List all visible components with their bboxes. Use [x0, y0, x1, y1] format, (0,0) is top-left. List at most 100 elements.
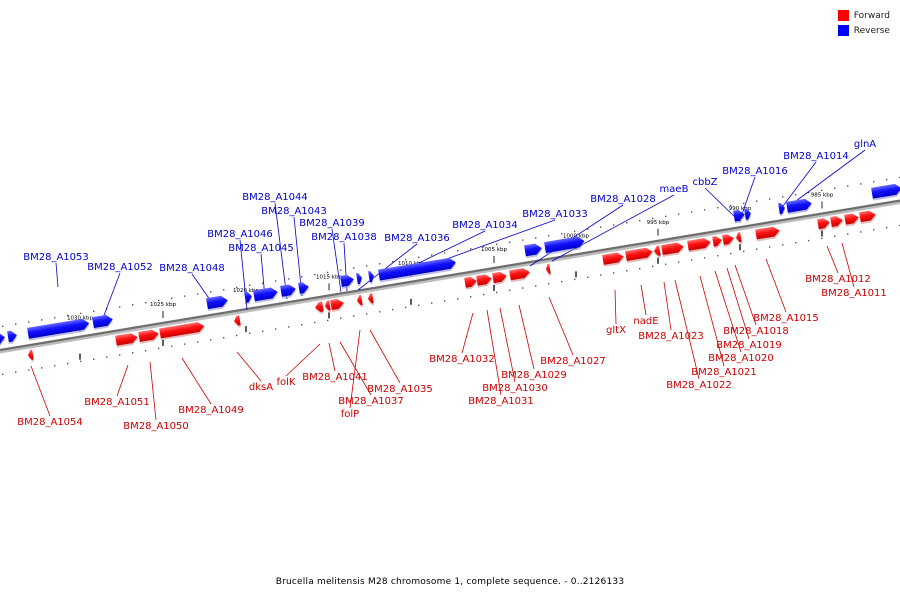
reverse-gene-arrow[interactable] — [871, 183, 900, 201]
gene-label-folk[interactable]: folK — [277, 377, 296, 388]
gene-label-bm28-a1054[interactable]: BM28_A1054 — [17, 417, 83, 428]
forward-gene-arrow[interactable] — [712, 235, 723, 249]
forward-gene-arrow[interactable] — [27, 349, 35, 363]
forward-gene-arrow[interactable] — [602, 252, 625, 267]
forward-gene-arrow[interactable] — [653, 245, 662, 259]
gene-label-bm28-a1031[interactable]: BM28_A1031 — [468, 396, 534, 407]
reverse-gene-arrow[interactable] — [786, 198, 813, 215]
gene-label-bm28-a1012[interactable]: BM28_A1012 — [805, 274, 871, 285]
gene-label-bm28-a1043[interactable]: BM28_A1043 — [261, 206, 327, 217]
scale-ticks: 1030 kbp 1025 kbp 1020 kbp 1015 kbp 1010 kbp… — [2, 176, 900, 376]
reverse-gene-arrow[interactable] — [280, 283, 297, 299]
gene-label-gltx[interactable]: gltX — [606, 325, 626, 336]
forward-gene-arrow[interactable] — [233, 315, 242, 328]
reverse-gene-arrow[interactable] — [356, 272, 363, 287]
gene-label-bm28-a1027[interactable]: BM28_A1027 — [540, 356, 606, 367]
reverse-gene-arrow[interactable] — [7, 330, 18, 345]
forward-gene-arrow[interactable] — [687, 237, 712, 253]
gene-label-bm28-a1041[interactable]: BM28_A1041 — [302, 372, 368, 383]
reverse-gene-arrow[interactable] — [253, 286, 279, 304]
forward-gene-arrow[interactable] — [844, 213, 860, 227]
gene-label-maeb[interactable]: maeB — [660, 184, 689, 195]
reverse-swatch — [837, 25, 849, 36]
scale-tick-label: 1025 kbp — [150, 302, 176, 308]
forward-gene-arrow[interactable] — [324, 300, 332, 313]
legend-reverse-label: Reverse — [853, 25, 890, 36]
forward-gene-arrow[interactable] — [509, 267, 531, 283]
gene-label-bm28-a1038[interactable]: BM28_A1038 — [311, 232, 377, 243]
reverse-gene-arrow[interactable] — [733, 209, 746, 224]
forward-gene-arrow[interactable] — [138, 329, 160, 344]
gene-label-bm28-a1032[interactable]: BM28_A1032 — [429, 354, 495, 365]
reverse-gene-arrow[interactable] — [378, 257, 457, 283]
gene-label-bm28-a1053[interactable]: BM28_A1053 — [23, 252, 89, 263]
reverse-gene-arrow[interactable] — [524, 243, 543, 259]
gene-label-bm28-a1037[interactable]: BM28_A1037 — [338, 396, 404, 407]
gene-label-folp[interactable]: folP — [341, 409, 359, 420]
gene-label-bm28-a1021[interactable]: BM28_A1021 — [691, 367, 757, 378]
forward-gene-arrow[interactable] — [330, 298, 345, 312]
forward-gene-arrow[interactable] — [545, 263, 552, 276]
gene-label-bm28-a1014[interactable]: BM28_A1014 — [783, 151, 849, 162]
forward-gene-arrow[interactable] — [817, 217, 831, 232]
reverse-gene-arrow[interactable] — [744, 208, 752, 222]
gene-label-bm28-a1046[interactable]: BM28_A1046 — [207, 229, 273, 240]
scale-tick-label: 990 kbp — [729, 206, 752, 212]
gene-label-bm28-a1033[interactable]: BM28_A1033 — [522, 209, 588, 220]
gene-label-bm28-a1035[interactable]: BM28_A1035 — [367, 384, 433, 395]
gene-label-bm28-a1023[interactable]: BM28_A1023 — [638, 331, 704, 342]
forward-gene-arrow[interactable] — [464, 276, 478, 290]
gene-label-bm28-a1044[interactable]: BM28_A1044 — [242, 192, 308, 203]
forward-gene-arrow[interactable] — [625, 247, 654, 263]
reverse-gene-arrow[interactable] — [340, 274, 355, 289]
gene-label-bm28-a1052[interactable]: BM28_A1052 — [87, 262, 153, 273]
forward-gene-arrow[interactable] — [830, 215, 844, 229]
gene-label-bm28-a1049[interactable]: BM28_A1049 — [178, 405, 244, 416]
gene-label-glna[interactable]: glnA — [854, 139, 876, 150]
gene-label-bm28-a1016[interactable]: BM28_A1016 — [722, 166, 788, 177]
gene-label-cbbz[interactable]: cbbZ — [692, 177, 717, 188]
gene-label-bm28-a1045[interactable]: BM28_A1045 — [228, 243, 294, 254]
forward-gene-arrow[interactable] — [115, 332, 139, 348]
gene-label-bm28-a1015[interactable]: BM28_A1015 — [753, 313, 819, 324]
forward-gene-arrow[interactable] — [356, 294, 364, 308]
reverse-gene-arrow[interactable] — [368, 270, 375, 285]
reverse-gene-arrow[interactable] — [544, 236, 586, 255]
gene-label-bm28-a1028[interactable]: BM28_A1028 — [590, 194, 656, 205]
forward-gene-arrow[interactable] — [755, 226, 781, 242]
gene-label-bm28-a1019[interactable]: BM28_A1019 — [716, 340, 782, 351]
gene-label-bm28-a1029[interactable]: BM28_A1029 — [501, 370, 567, 381]
forward-gene-arrow[interactable] — [859, 210, 877, 225]
reverse-gene-arrow[interactable] — [244, 291, 253, 305]
scale-tick-label: 995 kbp — [647, 220, 670, 226]
reverse-gene-arrow[interactable] — [0, 332, 6, 347]
forward-gene-arrow[interactable] — [159, 321, 205, 341]
gene-label-bm28-a1051[interactable]: BM28_A1051 — [84, 397, 150, 408]
gene-label-bm28-a1048[interactable]: BM28_A1048 — [159, 263, 225, 274]
forward-gene-arrow[interactable] — [476, 273, 493, 288]
forward-gene-arrow[interactable] — [367, 293, 375, 306]
gene-label-bm28-a1034[interactable]: BM28_A1034 — [452, 220, 518, 231]
gene-label-bm28-a1011[interactable]: BM28_A1011 — [821, 288, 887, 299]
reverse-gene-arrow[interactable] — [206, 295, 229, 312]
reverse-gene-arrow[interactable] — [778, 202, 786, 217]
legend-forward: Forward — [837, 8, 890, 23]
gene-label-bm28-a1030[interactable]: BM28_A1030 — [482, 383, 548, 394]
gene-label-nade[interactable]: nadE — [633, 316, 658, 327]
forward-gene-arrow[interactable] — [314, 301, 325, 314]
forward-gene-arrow[interactable] — [722, 233, 735, 247]
gene-label-dksa[interactable]: dksA — [249, 382, 273, 393]
reverse-gene-arrow[interactable] — [27, 318, 90, 341]
gene-label-bm28-a1050[interactable]: BM28_A1050 — [123, 421, 189, 432]
forward-gene-arrow[interactable] — [735, 232, 743, 245]
reverse-gene-arrow[interactable] — [92, 314, 114, 330]
gene-label-bm28-a1036[interactable]: BM28_A1036 — [384, 233, 450, 244]
reverse-gene-arrow[interactable] — [298, 281, 310, 296]
forward-gene-arrow[interactable] — [661, 242, 685, 258]
forward-gene-arrow[interactable] — [492, 271, 508, 286]
gene-label-bm28-a1039[interactable]: BM28_A1039 — [299, 218, 365, 229]
gene-label-bm28-a1020[interactable]: BM28_A1020 — [708, 353, 774, 364]
gene-label-bm28-a1018[interactable]: BM28_A1018 — [723, 326, 789, 337]
gene-label-bm28-a1022[interactable]: BM28_A1022 — [666, 380, 732, 391]
